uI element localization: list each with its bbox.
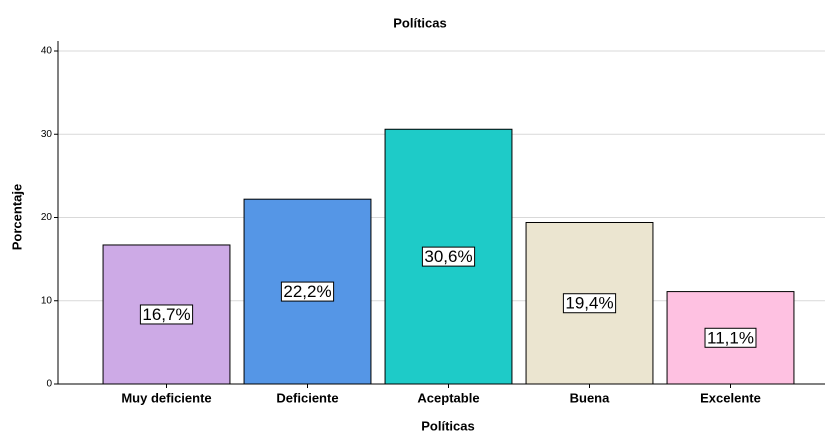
value-label-box [704, 327, 757, 348]
value-label: 22,2% [283, 282, 331, 301]
value-label: 30,6% [424, 247, 472, 266]
x-tick-label: Excelente [700, 390, 761, 405]
y-tick-label: 10 [41, 295, 53, 306]
value-label: 16,7% [142, 305, 190, 324]
x-tick-label: Buena [570, 390, 611, 405]
value-label-box [562, 293, 617, 314]
chart-title: Políticas [393, 15, 446, 30]
y-tick-label: 30 [41, 129, 53, 140]
y-tick-label: 0 [46, 379, 52, 390]
x-tick-label: Aceptable [417, 390, 479, 405]
y-tick-label: 40 [41, 46, 53, 57]
x-tick-label: Muy deficiente [121, 390, 211, 405]
value-label-box [280, 281, 335, 302]
value-label-box [139, 304, 194, 325]
y-axis-label: Porcentaje [9, 184, 24, 250]
value-label: 11,1% [707, 328, 754, 347]
value-label: 19,4% [565, 294, 613, 313]
x-axis-label: Políticas [421, 418, 474, 432]
y-tick-label: 20 [41, 212, 53, 223]
x-tick-label: Deficiente [276, 390, 338, 405]
value-label-box [421, 246, 476, 267]
